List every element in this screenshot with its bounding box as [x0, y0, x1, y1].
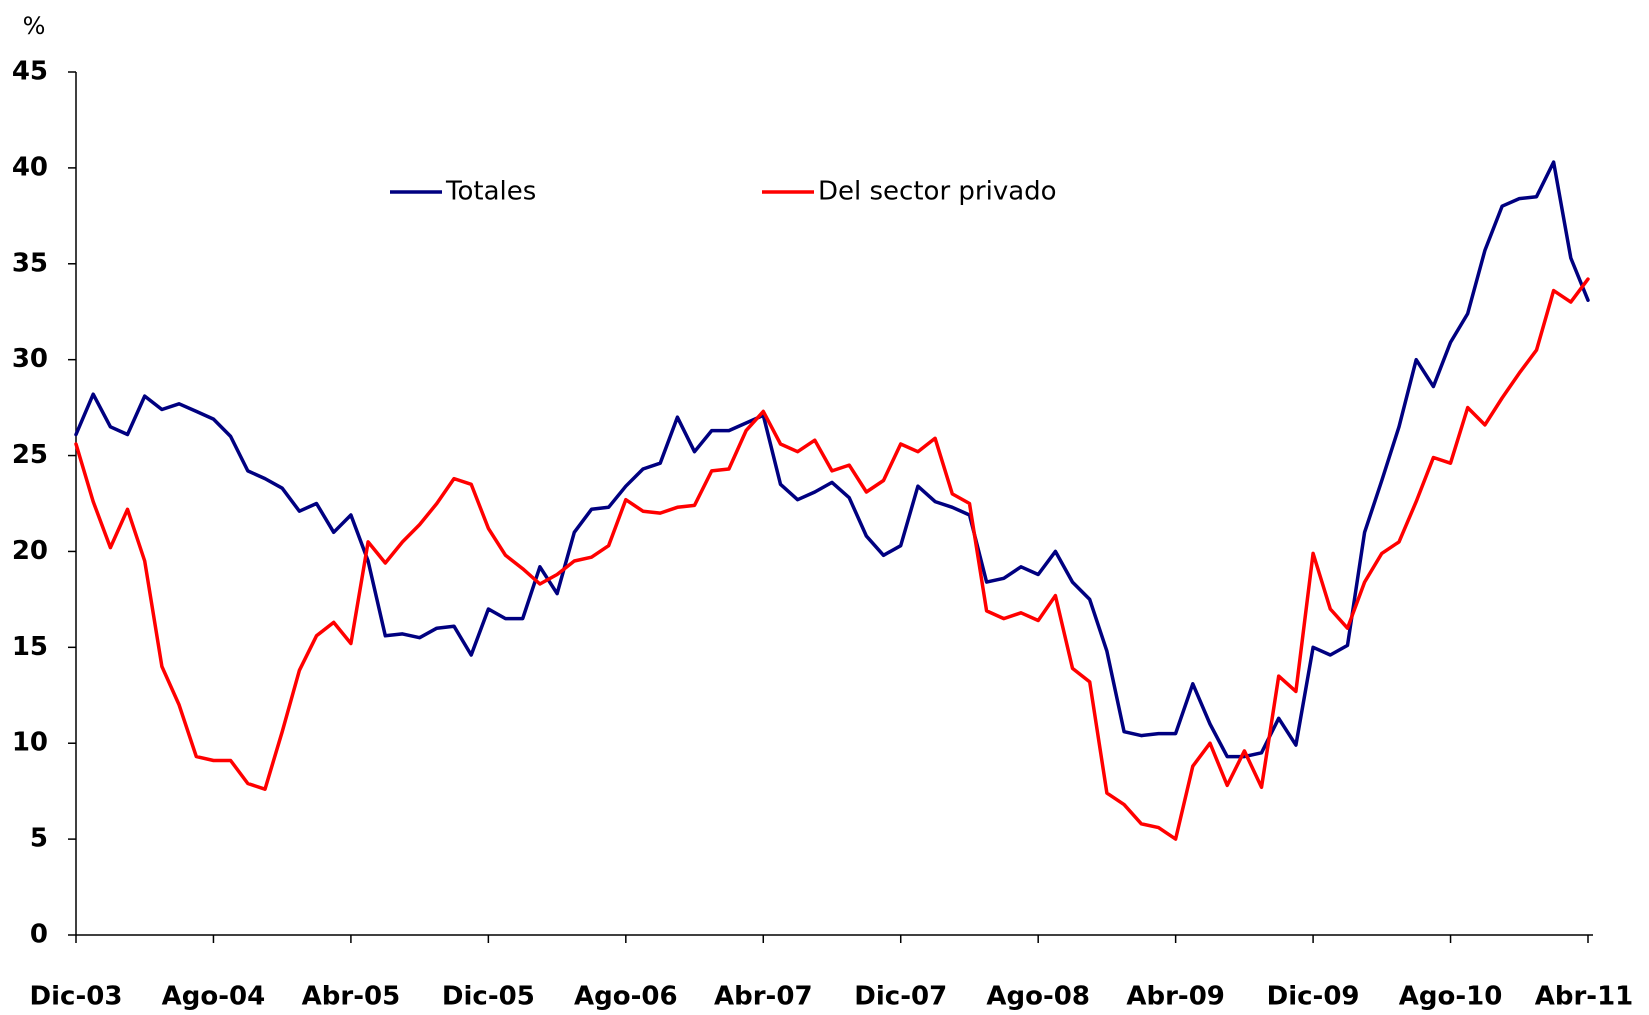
x-tick-label: Ago-10: [1399, 982, 1503, 1012]
x-tick-label: Dic-05: [442, 982, 535, 1012]
y-tick-label: 25: [12, 440, 48, 470]
y-tick-label: 15: [12, 632, 48, 662]
x-tick-label: Ago-06: [574, 982, 678, 1012]
y-tick-label: 5: [30, 824, 48, 854]
x-tick-label: Abr-11: [1535, 982, 1634, 1012]
x-tick-label: Abr-09: [1126, 982, 1225, 1012]
x-tick-label: Dic-03: [30, 982, 123, 1012]
line-series: [74, 160, 1590, 759]
x-tick-label: Ago-08: [986, 982, 1090, 1012]
y-tick-label: 40: [12, 152, 48, 182]
legend-label: Totales: [445, 177, 536, 207]
y-tick-label: 0: [30, 920, 48, 950]
y-axis-label: %: [23, 12, 46, 40]
y-tick-label: 10: [12, 728, 48, 758]
legend-label: Del sector privado: [818, 177, 1057, 207]
x-tick-label: Abr-07: [714, 982, 813, 1012]
y-tick-label: 30: [12, 344, 48, 374]
y-tick-label: 45: [12, 57, 48, 87]
y-tick-label: 35: [12, 248, 48, 278]
x-tick-label: Dic-07: [854, 982, 947, 1012]
line-series: [74, 277, 1590, 841]
x-tick-label: Abr-05: [302, 982, 401, 1012]
x-tick-label: Dic-09: [1267, 982, 1360, 1012]
x-tick-label: Ago-04: [162, 982, 266, 1012]
y-tick-label: 20: [12, 536, 48, 566]
